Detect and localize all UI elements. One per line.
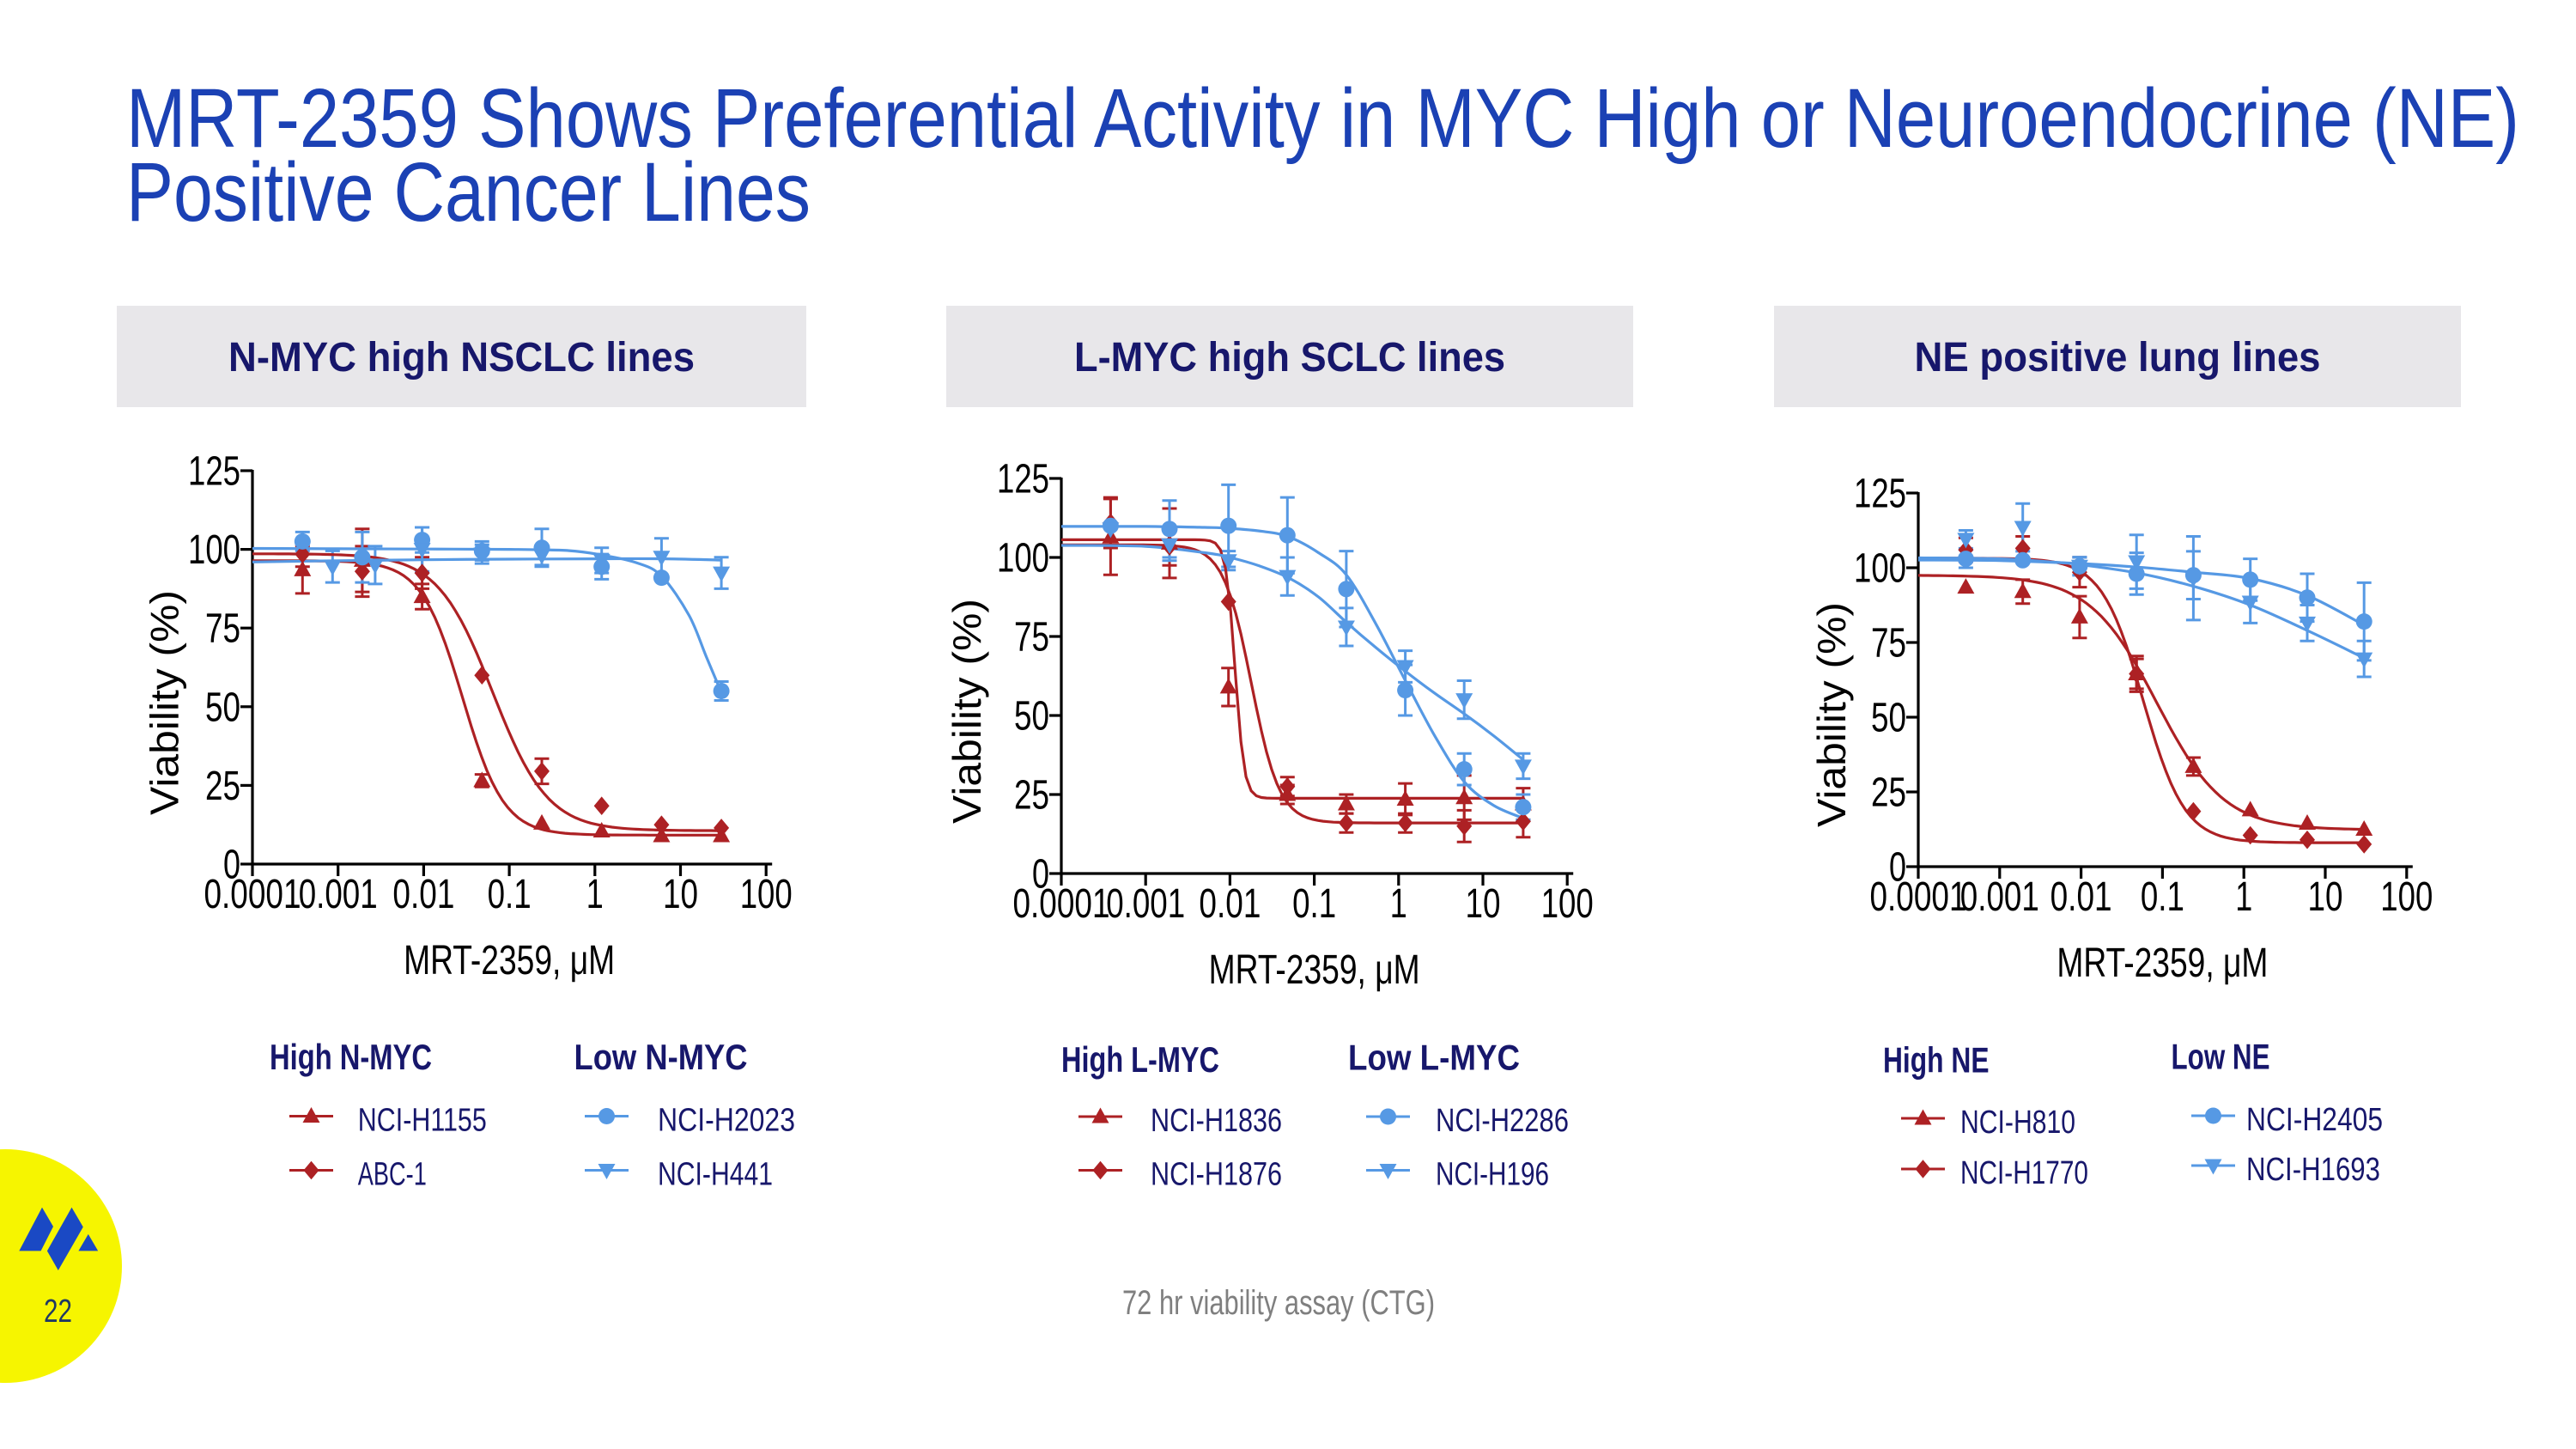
svg-text:50: 50 <box>1871 696 1906 741</box>
svg-text:50: 50 <box>205 685 240 730</box>
svg-text:25: 25 <box>1871 770 1906 816</box>
svg-text:NCI-H196: NCI-H196 <box>1436 1157 1549 1193</box>
svg-text:0.0001: 0.0001 <box>1870 874 1967 920</box>
svg-text:MRT-2359, μM: MRT-2359, μM <box>404 938 615 983</box>
svg-text:75: 75 <box>1871 621 1906 667</box>
svg-text:NCI-H1155: NCI-H1155 <box>358 1103 487 1139</box>
svg-text:50: 50 <box>1014 694 1049 740</box>
svg-text:25: 25 <box>1014 773 1049 819</box>
svg-text:0.01: 0.01 <box>1199 881 1261 927</box>
svg-text:NCI-H441: NCI-H441 <box>658 1157 773 1193</box>
svg-text:10: 10 <box>2308 874 2343 920</box>
svg-text:0.0001: 0.0001 <box>204 872 301 917</box>
svg-text:0.1: 0.1 <box>488 872 532 917</box>
svg-text:ABC-1: ABC-1 <box>358 1157 427 1193</box>
svg-text:NCI-H1836: NCI-H1836 <box>1151 1103 1282 1139</box>
svg-text:22: 22 <box>44 1294 72 1330</box>
svg-text:0.01: 0.01 <box>2050 874 2112 920</box>
svg-text:NCI-H2023: NCI-H2023 <box>658 1103 795 1139</box>
svg-text:Low L-MYC: Low L-MYC <box>1348 1038 1520 1078</box>
svg-text:High L-MYC: High L-MYC <box>1061 1039 1219 1080</box>
svg-text:72 hr viability assay (CTG): 72 hr viability assay (CTG) <box>1122 1284 1435 1322</box>
svg-text:100: 100 <box>997 536 1049 581</box>
svg-text:100: 100 <box>1854 546 1906 592</box>
svg-text:L-MYC high SCLC lines: L-MYC high SCLC lines <box>1074 335 1505 381</box>
svg-text:100: 100 <box>1541 881 1594 927</box>
svg-text:0: 0 <box>1032 852 1049 898</box>
svg-text:1: 1 <box>1390 881 1407 927</box>
svg-text:NE positive lung lines: NE positive lung lines <box>1915 335 2321 381</box>
svg-text:0.001: 0.001 <box>1106 881 1185 927</box>
svg-text:Low NE: Low NE <box>2172 1036 2270 1076</box>
svg-text:High N-MYC: High N-MYC <box>270 1037 432 1077</box>
svg-text:Viability (%): Viability (%) <box>945 599 989 824</box>
svg-text:0.1: 0.1 <box>1292 881 1336 927</box>
svg-text:10: 10 <box>1466 881 1501 927</box>
svg-text:High NE: High NE <box>1883 1040 1990 1081</box>
svg-text:MRT-2359, μM: MRT-2359, μM <box>1209 947 1420 993</box>
svg-text:100: 100 <box>740 872 793 917</box>
svg-text:125: 125 <box>188 449 240 495</box>
svg-text:Viability (%): Viability (%) <box>143 590 187 815</box>
svg-text:0.1: 0.1 <box>2141 874 2184 920</box>
svg-text:0: 0 <box>223 843 240 888</box>
svg-text:Low N-MYC: Low N-MYC <box>574 1037 748 1077</box>
svg-text:1: 1 <box>2235 874 2252 920</box>
svg-text:N-MYC high NSCLC lines: N-MYC high NSCLC lines <box>228 335 695 381</box>
svg-text:Positive Cancer Lines: Positive Cancer Lines <box>126 145 811 239</box>
svg-text:Viability (%): Viability (%) <box>1809 602 1854 827</box>
svg-text:NCI-H810: NCI-H810 <box>1960 1105 2075 1141</box>
svg-text:25: 25 <box>205 764 240 809</box>
svg-text:NCI-H1876: NCI-H1876 <box>1151 1157 1282 1193</box>
svg-text:10: 10 <box>663 872 698 917</box>
svg-text:MRT-2359 Shows Preferential Ac: MRT-2359 Shows Preferential Activity in … <box>126 71 2519 165</box>
svg-text:0.01: 0.01 <box>392 872 454 917</box>
svg-text:0.0001: 0.0001 <box>1013 881 1110 927</box>
svg-text:NCI-H1770: NCI-H1770 <box>1960 1155 2088 1191</box>
svg-text:NCI-H2286: NCI-H2286 <box>1436 1103 1569 1139</box>
svg-text:100: 100 <box>2380 874 2433 920</box>
svg-text:0.001: 0.001 <box>299 872 378 917</box>
svg-text:75: 75 <box>205 606 240 652</box>
svg-text:NCI-H2405: NCI-H2405 <box>2246 1102 2383 1138</box>
svg-text:100: 100 <box>188 527 240 573</box>
svg-text:1: 1 <box>586 872 604 917</box>
svg-text:75: 75 <box>1014 615 1049 661</box>
svg-text:0.001: 0.001 <box>1960 874 2039 920</box>
svg-text:MRT-2359, μM: MRT-2359, μM <box>2057 941 2268 986</box>
svg-text:NCI-H1693: NCI-H1693 <box>2246 1152 2380 1188</box>
svg-text:0: 0 <box>1889 845 1906 891</box>
svg-text:125: 125 <box>997 457 1049 502</box>
svg-text:125: 125 <box>1854 472 1906 517</box>
